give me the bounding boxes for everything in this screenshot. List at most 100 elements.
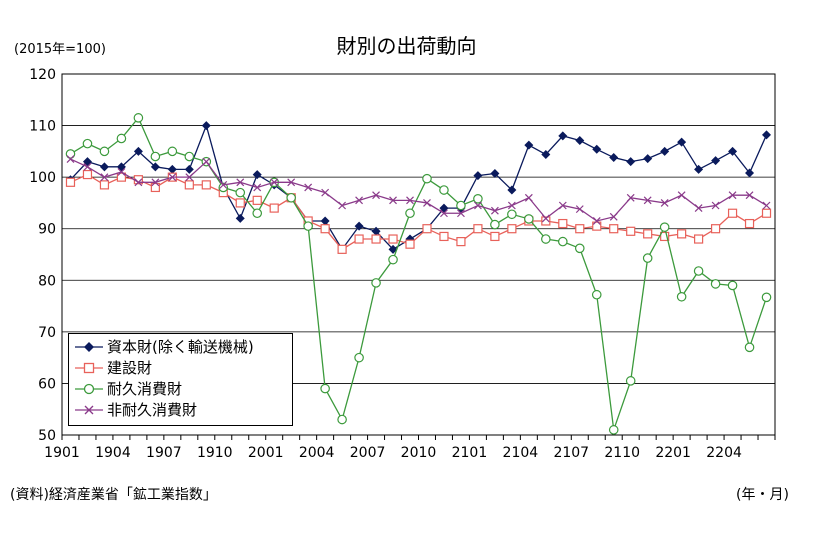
legend-item-capital: 資本財(除く輸送機械) (69, 337, 292, 357)
data-point-circle (439, 185, 449, 195)
data-point-cross (338, 201, 347, 210)
data-point-diamond (235, 213, 245, 223)
legend-label: 建設財 (107, 359, 153, 377)
data-point-circle (744, 342, 755, 353)
data-point-cross (83, 162, 92, 171)
data-point-circle (150, 151, 161, 162)
data-point-square (116, 172, 127, 182)
data-point-square (269, 203, 279, 213)
data-point-diamond (371, 226, 381, 236)
data-point-diamond (694, 164, 704, 174)
x-tick-label: 2110 (604, 445, 640, 461)
data-point-circle (235, 187, 246, 198)
data-point-cross (151, 178, 160, 187)
data-point-circle (388, 254, 398, 265)
data-point-circle (507, 209, 517, 220)
data-point-circle (574, 243, 585, 254)
legend-item-construction: 建設財 (69, 358, 292, 378)
data-point-cross (406, 196, 414, 205)
data-point-circle (490, 219, 500, 230)
data-point-square (354, 234, 364, 244)
data-point-circle (65, 149, 76, 159)
x-tick-label: 2010 (401, 445, 437, 461)
data-point-circle (303, 221, 313, 231)
y-tick-label: 60 (38, 376, 56, 392)
y-unit-label: (2015年=100) (14, 42, 106, 57)
data-point-cross (287, 178, 296, 187)
data-point-cross (677, 191, 686, 200)
data-point-cross (660, 199, 669, 207)
data-point-square (201, 180, 211, 190)
data-point-diamond (252, 170, 262, 180)
data-point-diamond (643, 154, 653, 164)
data-point-cross (355, 196, 364, 205)
circle-marker-icon (75, 383, 103, 395)
data-point-circle (320, 383, 330, 394)
data-point-diamond (388, 244, 398, 254)
data-point-square (235, 198, 245, 208)
y-tick-label: 50 (38, 428, 56, 444)
data-point-circle (591, 289, 602, 300)
data-point-cross (524, 193, 533, 202)
data-point-square (405, 239, 415, 249)
data-point-cross (185, 173, 194, 182)
data-point-square (694, 234, 704, 244)
cross-marker-icon (75, 405, 103, 415)
data-point-cross (253, 183, 262, 192)
data-point-diamond (728, 146, 738, 156)
data-point-cross (457, 209, 465, 218)
data-point-cross (609, 212, 618, 221)
y-tick-label: 70 (38, 325, 56, 341)
data-point-square (150, 182, 160, 193)
data-point-diamond (473, 171, 483, 181)
x-unit-label: (年・月) (736, 487, 789, 503)
data-point-circle (625, 376, 636, 386)
chart-title: 財別の出荷動向 (336, 34, 477, 58)
data-point-circle (99, 146, 110, 157)
data-point-diamond (150, 162, 160, 172)
data-point-square (592, 221, 602, 231)
data-point-cross (66, 155, 75, 164)
data-point-diamond (490, 169, 500, 179)
data-point-circle (133, 113, 144, 123)
data-point-circle (524, 214, 534, 224)
legend-item-nondurable: 非耐久消費財 (69, 400, 292, 420)
data-point-cross (236, 178, 245, 187)
data-point-square (677, 229, 687, 239)
data-point-cross (440, 209, 448, 218)
data-point-circle (371, 278, 381, 288)
legend-label: 非耐久消費財 (107, 401, 198, 419)
data-point-circle (557, 236, 568, 247)
data-point-cross (575, 205, 584, 214)
data-point-square (558, 218, 568, 229)
data-point-square (660, 231, 670, 242)
data-point-circle (354, 352, 364, 363)
legend-label: 資本財(除く輸送機械) (107, 338, 254, 356)
data-point-cross (219, 180, 228, 189)
x-tick-label: 1907 (146, 445, 182, 461)
data-point-diamond (592, 144, 602, 154)
data-point-cross (711, 201, 720, 210)
data-point-diamond (354, 221, 364, 231)
data-point-square (490, 231, 500, 242)
data-point-cross (270, 178, 279, 187)
data-point-square (541, 216, 551, 226)
x-tick-label: 2007 (350, 445, 386, 461)
data-point-square (507, 224, 517, 234)
data-point-square (371, 234, 381, 244)
x-tick-label: 1910 (197, 445, 233, 461)
data-point-cross (117, 168, 126, 176)
data-point-diamond (609, 153, 619, 163)
data-point-circle (659, 222, 670, 232)
data-point-cross (304, 183, 313, 192)
data-point-square (761, 208, 772, 218)
data-point-square (337, 244, 347, 254)
data-point-cross (507, 201, 516, 210)
data-point-circle (286, 192, 296, 203)
data-point-cross (626, 193, 635, 202)
y-tick-label: 80 (38, 273, 56, 289)
data-point-circle (541, 234, 551, 244)
data-point-circle (252, 208, 263, 219)
data-point-cross (762, 201, 771, 210)
data-point-circle (218, 182, 229, 193)
